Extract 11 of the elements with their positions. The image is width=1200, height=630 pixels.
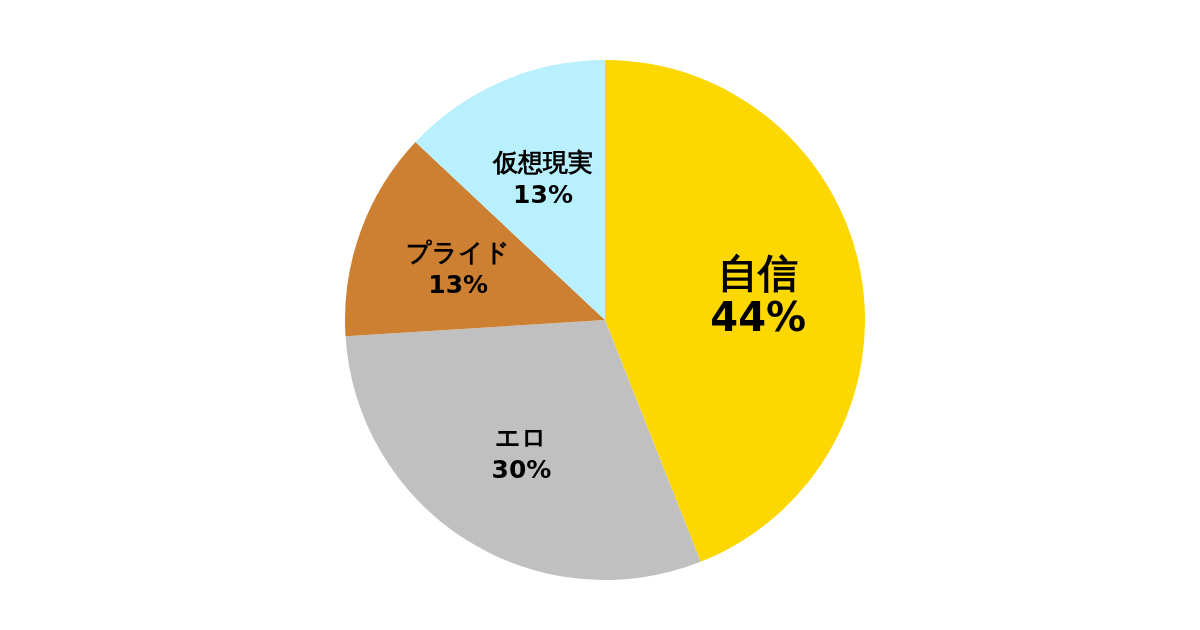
data-label: 30% xyxy=(491,454,552,484)
pie-slice xyxy=(345,142,605,337)
pie-slice xyxy=(605,60,865,562)
pie-slice xyxy=(345,320,701,580)
slice-label: エロ xyxy=(495,422,548,452)
data-label: 44% xyxy=(710,293,807,340)
data-label: 13% xyxy=(428,270,489,300)
slice-label: 自信 xyxy=(718,249,799,296)
data-label: 13% xyxy=(513,179,573,209)
slice-label: 仮想現実 xyxy=(492,147,594,177)
slice-label: プライド xyxy=(406,238,511,268)
